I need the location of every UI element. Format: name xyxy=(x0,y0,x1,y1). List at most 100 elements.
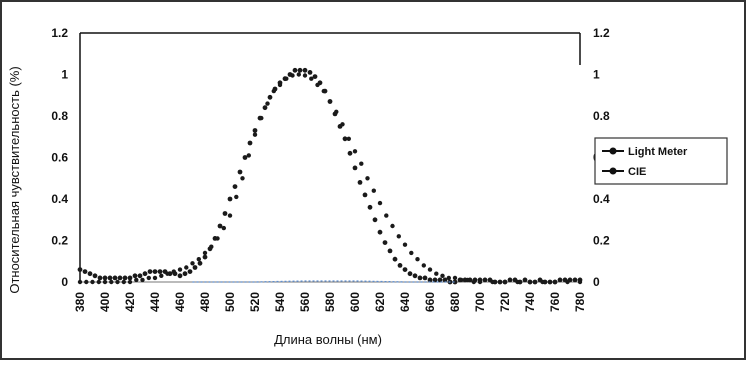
data-point xyxy=(415,257,420,262)
data-point xyxy=(427,267,433,272)
x-axis-title: Длина волны (нм) xyxy=(274,332,382,347)
data-point xyxy=(497,279,503,285)
data-point xyxy=(432,277,438,283)
data-point xyxy=(159,273,164,278)
data-point xyxy=(182,271,188,277)
data-point xyxy=(359,161,364,166)
data-point xyxy=(412,273,418,279)
data-point xyxy=(177,267,183,272)
data-point xyxy=(146,275,151,281)
data-point xyxy=(192,265,198,270)
data-point xyxy=(252,128,258,133)
data-point xyxy=(382,240,388,246)
data-point xyxy=(290,73,295,78)
data-point xyxy=(102,279,108,285)
data-point xyxy=(247,140,253,146)
x-tick-label: 780 xyxy=(573,292,587,312)
data-point xyxy=(147,269,153,274)
data-point xyxy=(112,275,118,281)
data-point xyxy=(246,153,251,158)
data-point xyxy=(302,67,308,73)
data-point xyxy=(232,184,238,190)
y-axis-left-ticks: 0 0.2 0.4 0.6 0.8 1 1.2 xyxy=(51,26,68,289)
data-point xyxy=(227,213,233,218)
data-point xyxy=(407,271,413,277)
x-tick-label: 520 xyxy=(248,292,262,312)
data-point xyxy=(577,279,583,285)
data-point xyxy=(177,273,183,279)
data-point xyxy=(452,279,458,285)
legend-box xyxy=(594,137,728,185)
data-point xyxy=(532,279,538,285)
data-point xyxy=(127,275,133,281)
data-point xyxy=(312,74,318,79)
legend-marker-light-meter xyxy=(609,147,617,155)
data-point xyxy=(221,225,226,231)
data-point xyxy=(196,257,201,262)
data-point xyxy=(152,269,158,274)
y-left-tick-label: 0 xyxy=(61,275,68,289)
data-point xyxy=(515,279,520,285)
data-point xyxy=(371,188,376,193)
data-point xyxy=(396,234,401,239)
series-1 xyxy=(77,72,583,285)
y-left-tick-label: 0.4 xyxy=(51,192,68,206)
data-point xyxy=(215,236,220,241)
data-point xyxy=(82,269,88,274)
y-right-tick-label: 1 xyxy=(593,68,600,82)
data-point xyxy=(140,277,145,283)
data-point xyxy=(157,269,163,274)
data-point xyxy=(402,242,408,247)
x-tick-label: 440 xyxy=(148,292,162,312)
y-right-tick-label: 0.8 xyxy=(593,109,610,123)
data-point xyxy=(92,273,98,279)
x-tick-label: 580 xyxy=(323,292,337,312)
data-point xyxy=(327,99,333,104)
data-point xyxy=(107,275,113,281)
data-point xyxy=(572,277,578,283)
x-tick-label: 740 xyxy=(523,292,537,312)
data-point xyxy=(127,279,133,285)
data-point xyxy=(134,277,139,283)
data-point xyxy=(357,180,363,185)
data-point xyxy=(346,136,351,141)
x-tick-label: 680 xyxy=(448,292,462,312)
data-point xyxy=(540,279,545,285)
data-point xyxy=(446,275,451,281)
data-point xyxy=(417,275,423,281)
data-point xyxy=(452,275,458,281)
data-point xyxy=(142,271,148,277)
data-point xyxy=(502,279,508,285)
y-left-tick-label: 0.2 xyxy=(51,234,68,248)
data-point xyxy=(262,105,268,111)
data-point xyxy=(202,254,208,260)
x-tick-label: 460 xyxy=(173,292,187,312)
x-tick-label: 420 xyxy=(123,292,137,312)
y-right-tick-label: 1.2 xyxy=(593,26,610,40)
data-point xyxy=(152,275,158,281)
data-point xyxy=(422,275,428,281)
data-point xyxy=(334,109,339,115)
x-tick-label: 400 xyxy=(98,292,112,312)
data-point xyxy=(222,211,228,216)
data-point xyxy=(309,76,314,81)
x-tick-label: 720 xyxy=(498,292,512,312)
data-point xyxy=(171,269,176,274)
data-point xyxy=(372,217,378,223)
data-point xyxy=(427,277,433,283)
x-tick-label: 380 xyxy=(73,292,87,312)
data-point xyxy=(565,279,570,285)
series-2 xyxy=(192,280,455,283)
data-point xyxy=(240,176,245,181)
y-right-tick-label: 0 xyxy=(593,275,600,289)
y-left-tick-label: 1 xyxy=(61,68,68,82)
data-point xyxy=(297,67,303,73)
x-tick-label: 660 xyxy=(423,292,437,312)
data-point xyxy=(527,279,533,285)
data-point xyxy=(471,279,476,285)
x-tick-label: 480 xyxy=(198,292,212,312)
data-point xyxy=(522,277,528,283)
data-point xyxy=(209,244,214,249)
data-point xyxy=(102,275,108,281)
